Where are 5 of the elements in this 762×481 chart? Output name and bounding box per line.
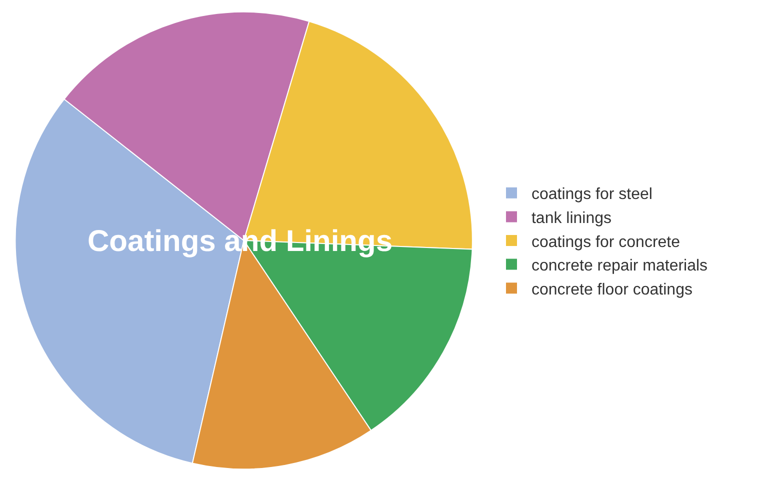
legend-label: tank linings (531, 210, 612, 227)
legend-label: coatings for concrete (531, 234, 680, 251)
legend-label: coatings for steel (531, 186, 652, 204)
legend-label: concrete repair materials (531, 258, 708, 275)
legend-label: concrete floor coatings (531, 281, 692, 298)
